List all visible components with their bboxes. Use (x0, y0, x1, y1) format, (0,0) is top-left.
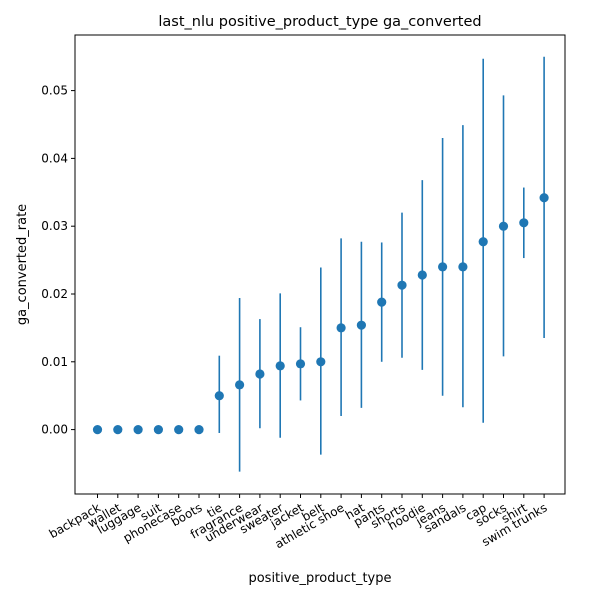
data-point (255, 369, 265, 379)
data-point (377, 297, 387, 307)
data-point (92, 424, 103, 435)
data-point (336, 323, 346, 333)
data-point (438, 262, 448, 272)
data-point (498, 221, 509, 231)
data-point (235, 380, 245, 390)
plot-area (92, 56, 549, 472)
data-point (214, 391, 224, 401)
data-point (397, 280, 407, 290)
plot-frame (74, 34, 566, 495)
data-point (458, 262, 468, 272)
data-point (356, 320, 366, 330)
chart-title: last_nlu positive_product_type ga_conver… (158, 14, 481, 30)
data-point (417, 270, 427, 280)
data-point (478, 237, 488, 247)
data-point (295, 359, 306, 369)
y-tick-label: 0.05 (41, 84, 68, 98)
y-tick-label: 0.03 (41, 219, 68, 233)
data-point (275, 361, 285, 371)
x-tick-label: tie (204, 500, 224, 520)
data-point (194, 424, 204, 435)
x-axis-label: positive_product_type (248, 571, 391, 586)
data-point (519, 218, 529, 228)
data-point (174, 424, 184, 435)
data-point (113, 424, 123, 435)
data-point (133, 424, 143, 435)
y-tick-label: 0.04 (41, 151, 68, 165)
y-axis: 0.00 0.01 0.02 0.03 0.04 0.05 (41, 84, 75, 437)
y-tick-label: 0.02 (41, 287, 68, 301)
y-axis-label: ga_converted_rate (15, 204, 30, 325)
y-tick-label: 0.01 (41, 355, 68, 369)
y-tick-label: 0.00 (41, 423, 68, 437)
data-point (153, 424, 163, 435)
data-point (316, 357, 326, 367)
data-point (539, 193, 549, 203)
